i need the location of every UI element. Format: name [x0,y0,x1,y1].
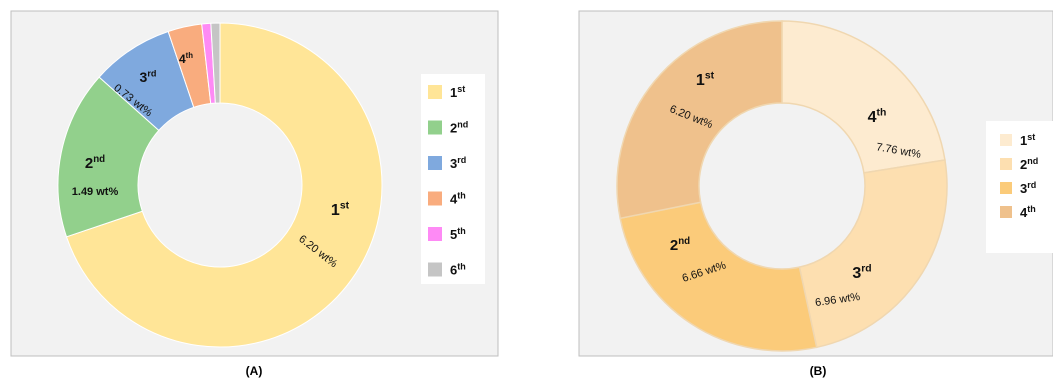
chart-b-legend-swatch-3rd [1000,182,1012,194]
chart-a-label-3rd: 3rd [140,68,157,85]
chart-a-label-2nd-suffix: nd [93,154,105,165]
chart-a-label-4th: 4th [179,51,193,66]
chart-b-label-2nd: 2nd [670,236,690,254]
chart-b-slice-1st [781,20,946,174]
chart-a-slice-2nd [57,76,160,238]
chart-a-label-1st-number: 1 [331,202,340,219]
chart-b-legend: 1st 2nd 3rd 4th [986,121,1053,253]
chart-b-legend-label-4th: 4th [1020,204,1036,220]
chart-a-value-2nd: 1.49 wt% [72,186,119,198]
chart-a-label-4th-number: 4 [179,52,186,66]
chart-a-label-3rd-suffix: rd [147,68,156,78]
chart-b-legend-swatch-4th [1000,206,1012,218]
panel-b-label: (B) [810,364,827,378]
chart-b-legend-background [986,121,1053,253]
chart-a-slice-6th [210,22,221,104]
chart-a-label-4th-suffix: th [186,51,194,60]
chart-b-label-3rd-suffix: rd [861,264,871,275]
panel-a-label: (A) [246,364,263,378]
chart-a-label-2nd: 2nd [85,154,105,172]
chart-a-legend-swatch-6th [428,262,442,277]
chart-b-slice-2nd [798,159,948,349]
chart-a-label-1st-suffix: st [340,201,350,212]
chart-b-slice-4th [616,20,783,220]
chart-a-legend-background [421,74,485,284]
chart-a-legend-label-6th: 6th [450,262,466,278]
chart-a-label-2nd-number: 2 [85,155,93,172]
chart-b-label-2nd-number: 2 [670,237,678,254]
chart-b-label-2nd-suffix: nd [678,236,690,247]
chart-a-legend-label-3rd: 3rd [450,155,466,171]
chart-a-legend-label-2nd: 2nd [450,120,468,136]
chart-b-label-3rd: 3rd [852,264,871,282]
chart-b-label-1st-number: 1 [696,72,705,89]
chart-b-label-4th: 4th [868,108,887,126]
chart-a-legend: 1st 2nd 3rd 4th 5th 6th [421,74,485,284]
chart-a-slice-1st [65,22,383,348]
chart-a-legend-label-5th: 5th [450,226,466,242]
chart-b-legend-swatch-1st [1000,134,1012,146]
chart-a-legend-label-1st: 1st [450,84,465,100]
chart-b-label-4th-suffix: th [877,108,887,119]
chart-a-legend-swatch-4th [428,191,442,206]
chart-b-label-1st-suffix: st [705,71,715,82]
chart-a-legend-swatch-3rd [428,156,442,170]
chart-b-label-1st: 1st [696,71,715,89]
chart-b-slice-3rd [619,201,818,352]
chart-b-legend-label-3rd: 3rd [1020,180,1036,196]
chart-a-label-1st: 1st [331,201,350,219]
chart-b-label-3rd-number: 3 [852,265,861,282]
chart-b-legend-label-1st: 1st [1020,132,1035,148]
chart-a-legend-label-4th: 4th [450,191,466,207]
chart-a-legend-swatch-5th [428,227,442,241]
chart-b-legend-label-2nd: 2nd [1020,156,1038,172]
chart-a-label-3rd-number: 3 [140,69,148,85]
chart-a-legend-swatch-2nd [428,120,442,135]
chart-b-legend-swatch-2nd [1000,158,1012,170]
chart-a-legend-swatch-1st [428,85,442,99]
chart-b-label-4th-number: 4 [868,109,877,126]
